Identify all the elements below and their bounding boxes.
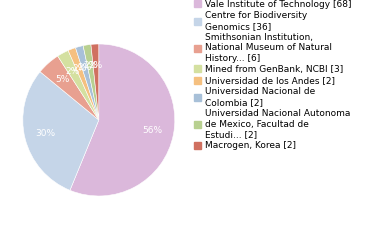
Wedge shape xyxy=(68,48,99,120)
Legend: Vale Institute of Technology [68], Centre for Biodiversity
Genomics [36], Smiths: Vale Institute of Technology [68], Centr… xyxy=(194,0,351,150)
Wedge shape xyxy=(76,46,99,120)
Text: 30%: 30% xyxy=(36,129,56,138)
Wedge shape xyxy=(83,44,99,120)
Text: 2%: 2% xyxy=(89,61,103,70)
Text: 5%: 5% xyxy=(55,75,70,84)
Wedge shape xyxy=(91,44,99,120)
Wedge shape xyxy=(58,50,99,120)
Text: 2%: 2% xyxy=(72,64,87,73)
Wedge shape xyxy=(23,72,99,190)
Wedge shape xyxy=(70,44,175,196)
Text: 2%: 2% xyxy=(66,67,80,76)
Text: 2%: 2% xyxy=(78,63,92,72)
Wedge shape xyxy=(40,56,99,120)
Text: 56%: 56% xyxy=(142,126,163,135)
Text: 2%: 2% xyxy=(83,61,97,71)
